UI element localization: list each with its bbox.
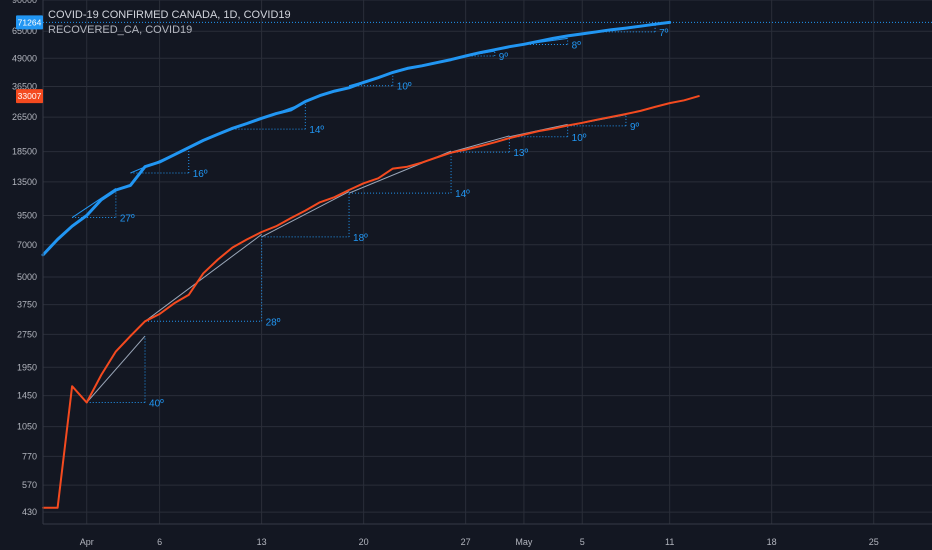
x-tick-label: 13 xyxy=(257,537,267,547)
y-tick-label: 430 xyxy=(22,507,37,517)
legend: COVID-19 CONFIRMED CANADA, 1D, COVID19 R… xyxy=(48,8,291,38)
axis-layer: 430 570 770 1050 1450 1950 2750 3750 5000 7000 950… xyxy=(12,0,932,547)
trend-line xyxy=(261,191,350,238)
y-tick-label: 9500 xyxy=(17,211,37,221)
y-tick-label: 36500 xyxy=(12,81,37,91)
angle-label: 16º xyxy=(193,169,208,180)
legend-secondary[interactable]: RECOVERED_CA, COVID19 xyxy=(48,24,193,36)
x-tick-label: 5 xyxy=(580,537,585,547)
confirmed-value-label: 71264 xyxy=(18,17,42,27)
confirmed-line xyxy=(41,20,672,257)
angle-label: 7º xyxy=(659,28,669,39)
y-tick-label: 1050 xyxy=(17,422,37,432)
y-tick-label: 570 xyxy=(22,480,37,490)
confirmed-value-badge xyxy=(16,15,43,30)
legend-primary[interactable]: COVID-19 CONFIRMED CANADA, 1D, COVID19 xyxy=(48,9,291,21)
y-tick-label: 7000 xyxy=(17,240,37,250)
x-tick-label: 18 xyxy=(767,537,777,547)
angle-label: 9º xyxy=(630,122,640,133)
x-tick-label: 27 xyxy=(461,537,471,547)
series-layer xyxy=(41,20,700,509)
angle-label: 9º xyxy=(499,52,509,63)
y-tick-label: 90000 xyxy=(12,0,37,5)
trend-line xyxy=(86,335,146,403)
angle-label: 40º xyxy=(149,399,164,410)
angle-label: 10º xyxy=(397,82,412,93)
y-tick-label: 1450 xyxy=(17,391,37,401)
y-tick-label: 18500 xyxy=(12,147,37,157)
y-tick-label: 770 xyxy=(22,451,37,461)
angle-label: 14º xyxy=(455,189,470,200)
x-tick-label: 20 xyxy=(359,537,369,547)
trend-line xyxy=(144,233,262,322)
y-tick-label: 26500 xyxy=(12,112,37,122)
y-tick-label: 65000 xyxy=(12,26,37,36)
y-tick-label: 49000 xyxy=(12,53,37,63)
y-tick-label: 5000 xyxy=(17,272,37,282)
angle-label: 27º xyxy=(120,214,135,225)
recovered-value-label: 33007 xyxy=(18,91,42,101)
angle-label: 8º xyxy=(572,40,582,51)
angle-label: 10º xyxy=(572,133,587,144)
angle-label: 13º xyxy=(513,148,528,159)
recovered-line xyxy=(42,95,700,509)
y-tick-label: 13500 xyxy=(12,177,37,187)
y-tick-label: 3750 xyxy=(17,300,37,310)
y-tick-label: 2750 xyxy=(17,329,37,339)
angle-label: 14º xyxy=(309,125,324,136)
angle-label: 18º xyxy=(353,233,368,244)
trend-line xyxy=(450,135,510,153)
y-tick-label: 1950 xyxy=(17,362,37,372)
x-tick-label: May xyxy=(515,537,533,547)
recovered-value-badge xyxy=(16,89,43,104)
x-tick-label: 6 xyxy=(157,537,162,547)
x-tick-label: Apr xyxy=(80,537,94,547)
angle-label: 28º xyxy=(266,317,281,328)
x-tick-label: 11 xyxy=(665,537,674,547)
x-tick-label: 25 xyxy=(869,537,879,547)
